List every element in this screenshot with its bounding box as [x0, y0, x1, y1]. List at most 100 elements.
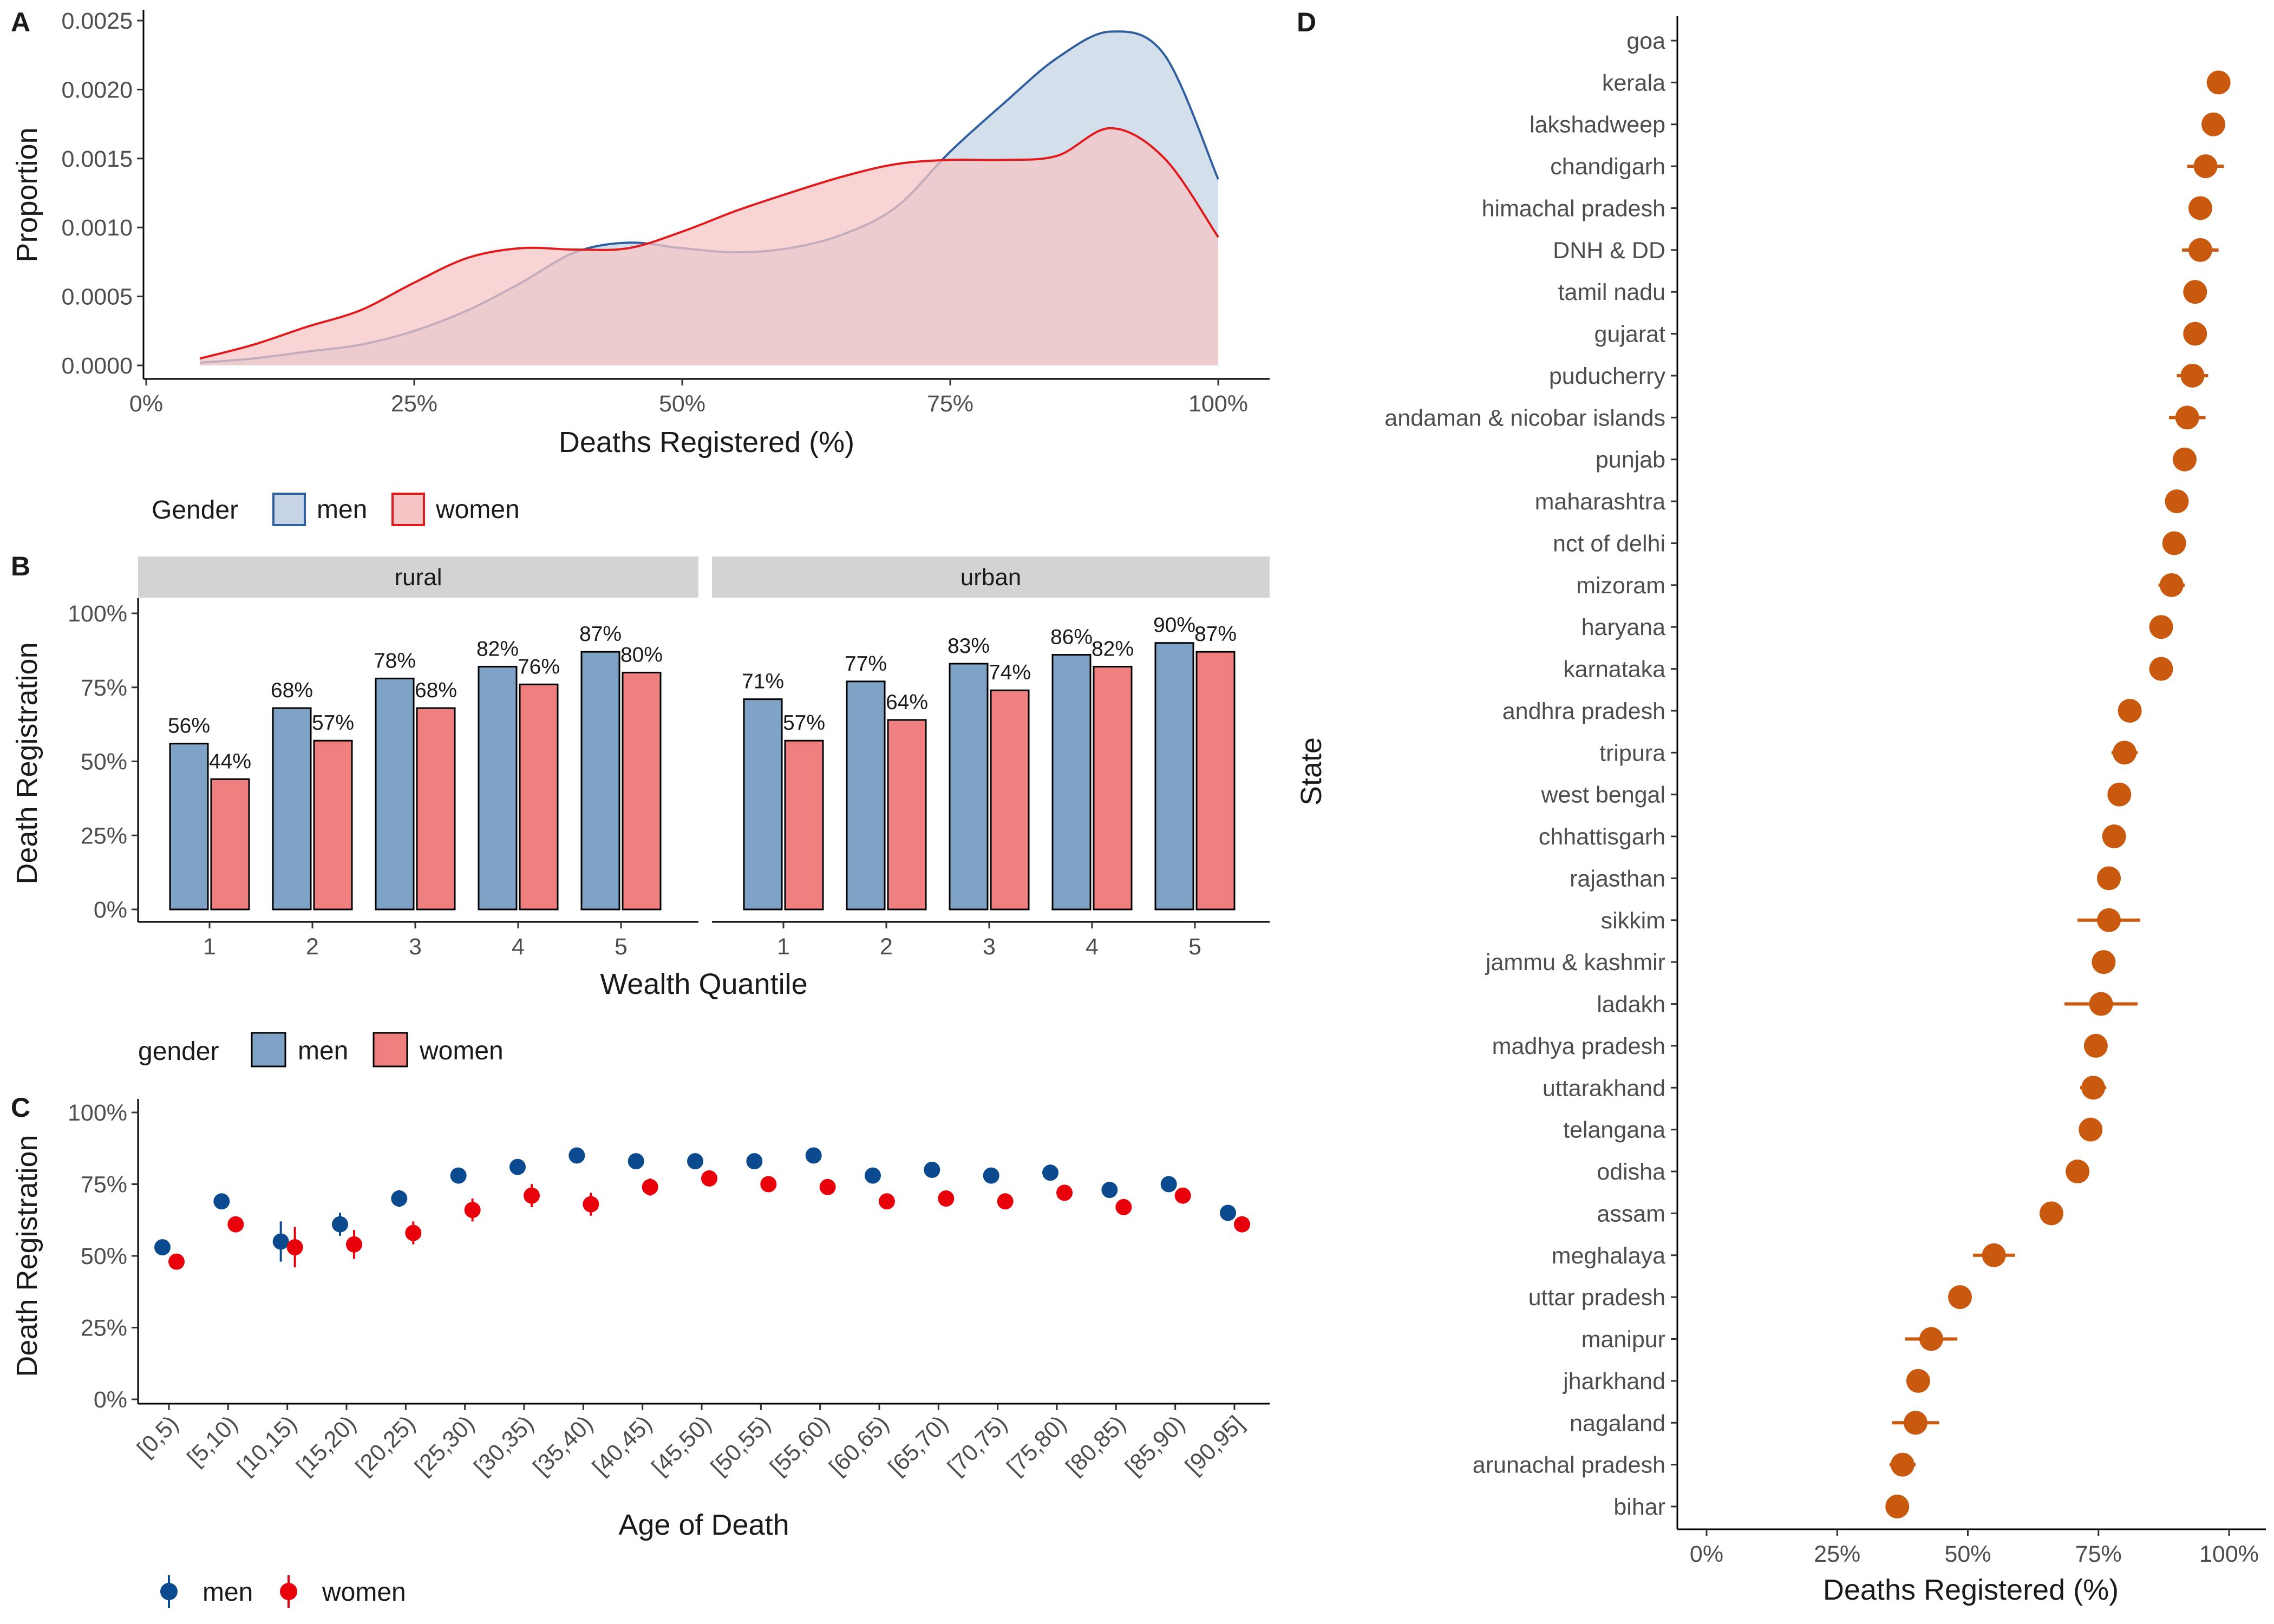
state-point: [2149, 615, 2173, 639]
facet-strip-urban: [712, 556, 1270, 598]
state-point: [2039, 1201, 2063, 1226]
point-men: [924, 1162, 940, 1178]
bar-rural-men: [272, 707, 312, 911]
panel-c-age-chart: 0%25%50%75%100%[0,5)[5,10)[10,15)[15,20)…: [11, 1099, 1270, 1608]
x-tick-label: [55,60): [765, 1411, 835, 1481]
state-label: DNH & DD: [1553, 238, 1665, 264]
state-label: haryana: [1582, 614, 1665, 640]
legend-key-women: [280, 1583, 297, 1600]
y-axis-title: Proportion: [11, 127, 43, 262]
state-label: jharkhand: [1562, 1368, 1665, 1394]
data-label: 76%: [518, 655, 560, 678]
state-point: [2066, 1160, 2090, 1184]
point-men: [983, 1167, 999, 1184]
state-point: [2081, 1076, 2106, 1100]
point-women: [168, 1253, 185, 1270]
data-label: 82%: [1092, 637, 1134, 660]
point-men: [272, 1233, 289, 1250]
state-label: nct of delhi: [1553, 531, 1665, 556]
state-point: [2180, 363, 2205, 388]
point-men: [213, 1193, 230, 1210]
state-label: arunachal pradesh: [1473, 1452, 1665, 1478]
legend-title: gender: [138, 1037, 219, 1066]
point-women: [642, 1178, 658, 1195]
point-women: [1174, 1187, 1191, 1204]
state-label: lakshadweep: [1530, 112, 1665, 138]
state-label: tamil nadu: [1558, 279, 1665, 305]
bar-rural-men: [169, 743, 209, 911]
point-women: [405, 1224, 422, 1241]
y-tick-label: 75%: [81, 675, 127, 701]
bar-rural-men: [478, 665, 518, 911]
data-label: 56%: [168, 715, 210, 738]
state-label: bihar: [1613, 1494, 1665, 1520]
x-tick-label: 50%: [659, 391, 705, 417]
state-label: manipur: [1582, 1327, 1665, 1353]
bar-rural-women: [622, 671, 662, 911]
legend-key-women: [373, 1032, 408, 1068]
state-label: assam: [1597, 1201, 1665, 1227]
x-tick-label: 4: [512, 934, 525, 960]
density-line-women: [199, 127, 1219, 360]
state-point: [1948, 1285, 1972, 1309]
y-tick-label: 100%: [68, 601, 127, 627]
legend-label-men: men: [317, 495, 367, 524]
x-tick-label: [50,55): [706, 1411, 776, 1481]
state-point: [1906, 1368, 1930, 1393]
state-label: ladakh: [1597, 992, 1665, 1018]
x-tick-label: [60,65): [824, 1411, 894, 1481]
point-men: [805, 1147, 822, 1164]
state-point: [1919, 1327, 1943, 1351]
state-point: [2102, 824, 2126, 849]
state-label: nagaland: [1570, 1410, 1665, 1436]
point-women: [286, 1239, 303, 1256]
x-axis-title: Wealth Quantile: [600, 968, 807, 1000]
y-tick-label: 0.0010: [61, 215, 133, 241]
x-tick-label: [45,50): [646, 1411, 716, 1481]
y-tick-label: 0.0000: [61, 353, 133, 379]
state-label: jammu & kashmir: [1485, 949, 1665, 975]
data-label: 77%: [845, 652, 887, 676]
bar-urban-men: [1154, 642, 1194, 911]
data-label: 64%: [886, 691, 928, 714]
bar-rural-men: [375, 677, 415, 911]
bar-urban-men: [1051, 654, 1092, 911]
bar-rural-women: [416, 707, 456, 911]
facet-strip-label: urban: [960, 564, 1022, 591]
state-point: [1885, 1495, 1910, 1518]
data-label: 87%: [1194, 623, 1237, 646]
x-tick-label: [85,90): [1120, 1411, 1190, 1481]
point-women: [938, 1190, 955, 1207]
bar-urban-men: [743, 698, 783, 911]
bar-urban-women: [1093, 665, 1133, 911]
state-label: himachal pradesh: [1482, 195, 1665, 221]
state-label: uttarakhand: [1543, 1075, 1665, 1101]
state-point: [2079, 1117, 2103, 1142]
y-tick-label: 25%: [81, 823, 127, 849]
x-tick-label: [15,20): [291, 1411, 361, 1481]
state-point: [2172, 447, 2197, 472]
x-tick-label: 5: [615, 934, 628, 960]
x-tick-label: 25%: [1814, 1541, 1860, 1567]
state-point: [2118, 698, 2142, 723]
x-tick-label: 1: [777, 934, 790, 960]
state-point: [1982, 1243, 2006, 1267]
y-tick-label: 25%: [81, 1315, 127, 1341]
state-label: west bengal: [1541, 782, 1666, 808]
bar-rural-men: [580, 651, 620, 911]
x-tick-label: [0,5): [132, 1411, 184, 1462]
x-tick-label: 0%: [129, 391, 163, 417]
x-tick-label: 3: [983, 934, 996, 960]
state-point: [2113, 741, 2136, 765]
data-label: 71%: [742, 670, 784, 693]
x-tick-label: [30,35): [469, 1411, 539, 1481]
x-tick-label: [40,45): [587, 1411, 657, 1481]
data-label: 90%: [1153, 614, 1195, 637]
data-label: 57%: [783, 711, 825, 735]
state-label: goa: [1626, 28, 1665, 54]
panel-label-a: A: [11, 7, 30, 37]
data-label: 78%: [374, 649, 416, 672]
state-point: [2083, 1033, 2108, 1058]
point-men: [509, 1158, 526, 1175]
state-label: odisha: [1597, 1159, 1665, 1185]
